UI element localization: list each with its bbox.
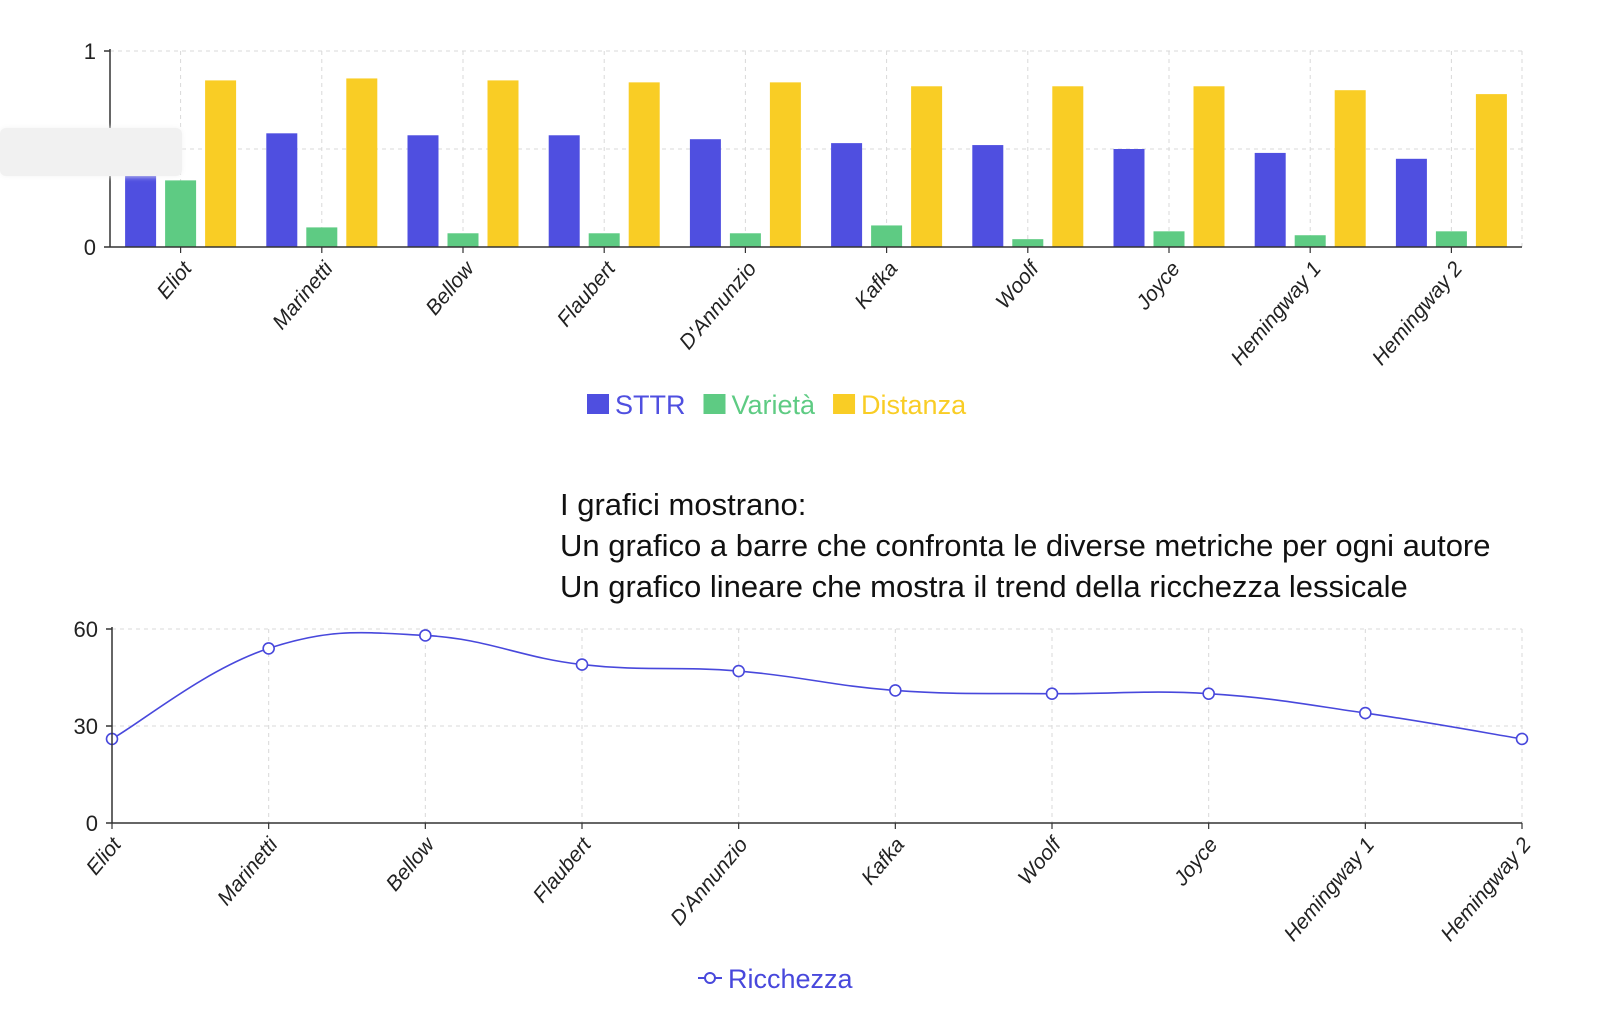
line-chart-series (105, 629, 1529, 746)
bar-x-label-marinetti: Marinetti (268, 256, 338, 333)
bar-y-tick-label: 1 (84, 39, 96, 64)
legend-swatch-variet (703, 394, 726, 414)
bar-sttr-woolf (972, 145, 1004, 247)
bar-sttr-marinetti (266, 133, 298, 247)
legend-swatch-sttr (587, 394, 609, 414)
bar-distanza-woolf (1052, 86, 1084, 247)
bar-distanza-eliot (205, 80, 237, 248)
bar-x-label-d-annunzio: D'Annunzio (675, 257, 761, 354)
caption: I grafici mostrano: Un grafico a barre c… (560, 484, 1491, 607)
bar-chart-legend: STTR Varietà Distanza (587, 390, 967, 420)
point-ricchezza-hemingway-2 (1515, 732, 1529, 746)
bar-chart-grid (110, 50, 1523, 247)
legend-label-ricchezza: Ricchezza (728, 964, 854, 994)
caption-line-2: Un grafico a barre che confronta le dive… (560, 528, 1491, 563)
bar-x-label-eliot: Eliot (153, 257, 198, 304)
point-ricchezza-flaubert (575, 658, 589, 671)
bar-variet-eliot (165, 180, 197, 247)
bar-distanza-joyce (1193, 86, 1225, 247)
redacted-label-block (0, 128, 182, 176)
legend-label-variet: Varietà (732, 390, 817, 420)
line-x-label-joyce: Joyce (1169, 833, 1223, 891)
bar-x-label-flaubert: Flaubert (553, 257, 621, 332)
bar-variet-bellow (447, 233, 479, 247)
line-chart: 0 30 60 Eliot Marinetti Bellow Flaubert D'Annun… (74, 617, 1537, 994)
legend-marker-ricchezza (704, 972, 716, 984)
bar-distanza-marinetti (346, 78, 378, 247)
bar-x-label-hemingway-2: Hemingway 2 (1368, 257, 1468, 369)
line-y-tick-label: 30 (74, 714, 98, 739)
bar-x-label-woolf: Woolf (992, 256, 1046, 314)
line-x-label-woolf: Woolf (1014, 832, 1068, 890)
legend-label-distanza: Distanza (861, 390, 967, 420)
point-ricchezza-joyce (1202, 687, 1215, 700)
bar-sttr-hemingway-2 (1395, 158, 1427, 247)
line-x-label-kafka: Kafka (857, 833, 909, 889)
bar-variet-kafka (871, 225, 903, 247)
legend-swatch-distanza (833, 394, 856, 414)
bar-variet-d-annunzio (729, 233, 761, 247)
bar-sttr-d-annunzio (689, 139, 721, 247)
bar-sttr-hemingway-1 (1254, 152, 1286, 247)
point-ricchezza-hemingway-1 (1359, 706, 1372, 720)
bar-sttr-joyce (1113, 149, 1145, 247)
bar-variet-hemingway-1 (1294, 235, 1326, 247)
bar-sttr-flaubert (548, 135, 580, 247)
bar-variet-marinetti (306, 227, 338, 247)
bar-distanza-bellow (487, 80, 519, 248)
line-x-label-hemingway-1: Hemingway 1 (1280, 833, 1379, 945)
line-chart-grid (112, 628, 1523, 823)
line-x-label-hemingway-2: Hemingway 2 (1436, 833, 1536, 945)
bar-x-label-kafka: Kafka (850, 257, 902, 313)
bar-distanza-hemingway-1 (1334, 90, 1366, 247)
line-x-label-flaubert: Flaubert (529, 833, 597, 908)
bar-variet-hemingway-2 (1435, 231, 1467, 247)
line-chart-axes: 0 30 60 Eliot Marinetti Bellow Flaubert D'Annun… (74, 617, 1537, 946)
line-chart-legend: Ricchezza (698, 964, 854, 994)
line-x-label-eliot: Eliot (82, 833, 127, 880)
bar-distanza-d-annunzio (769, 82, 801, 247)
line-y-tick-label: 60 (74, 617, 98, 642)
point-ricchezza-kafka (889, 684, 902, 697)
line-ricchezza (111, 631, 1523, 740)
bar-chart-axes: 0 1 Eliot Marinetti Bellow Flaubert D'Annunzio… (84, 39, 1522, 370)
bar-chart-bars (125, 78, 1507, 248)
bar-variet-joyce (1153, 231, 1185, 247)
bar-variet-woolf (1012, 239, 1044, 247)
point-ricchezza-bellow (419, 629, 432, 642)
line-y-tick-label: 0 (86, 811, 98, 836)
bar-distanza-flaubert (628, 82, 660, 247)
bar-distanza-kafka (911, 86, 943, 247)
bar-sttr-bellow (407, 135, 439, 247)
bar-sttr-kafka (831, 143, 863, 247)
caption-line-3: Un grafico lineare che mostra il trend d… (560, 569, 1408, 604)
legend-label-sttr: STTR (615, 390, 686, 420)
bar-y-tick-label: 0 (84, 235, 96, 260)
bar-x-label-joyce: Joyce (1131, 257, 1185, 315)
bar-chart: 0 1 Eliot Marinetti Bellow Flaubert D'Annunzio… (84, 39, 1523, 420)
bar-x-label-bellow: Bellow (421, 256, 480, 320)
line-x-label-bellow: Bellow (382, 832, 441, 896)
line-x-label-marinetti: Marinetti (213, 832, 283, 909)
bar-distanza-hemingway-2 (1475, 94, 1507, 248)
point-ricchezza-marinetti (262, 642, 275, 655)
bar-sttr-eliot (125, 172, 157, 247)
line-x-label-d-annunzio: D'Annunzio (666, 833, 752, 930)
point-ricchezza-woolf (1045, 687, 1059, 700)
caption-line-1: I grafici mostrano: (560, 487, 807, 522)
point-ricchezza-d-annunzio (732, 664, 745, 678)
bar-x-label-hemingway-1: Hemingway 1 (1227, 257, 1326, 369)
bar-variet-flaubert (588, 233, 620, 247)
